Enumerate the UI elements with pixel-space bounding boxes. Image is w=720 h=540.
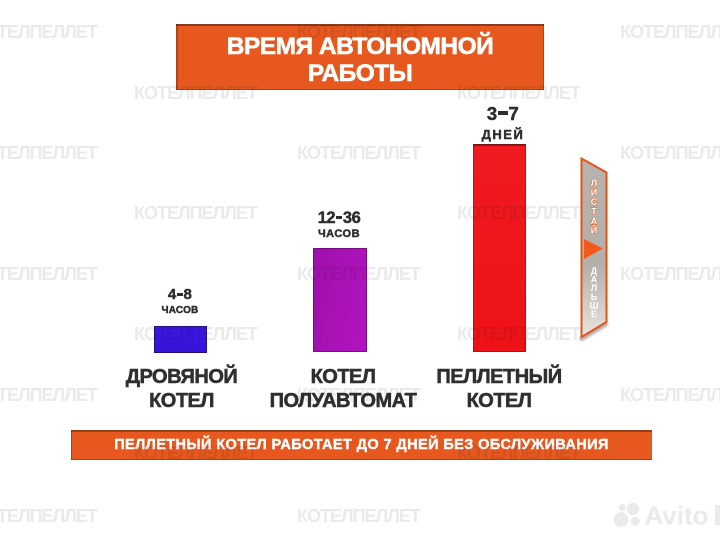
svg-text:С: С [591,197,598,207]
svg-text:Л: Л [591,283,597,293]
svg-text:Avito: Avito [645,501,709,531]
svg-text:Ш: Ш [589,300,598,310]
svg-text:Е: Е [591,309,597,319]
svg-text:Й: Й [591,225,597,236]
svg-text:Д: Д [591,266,598,276]
svg-text:И: И [591,188,597,198]
svg-text:А: А [591,216,598,226]
svg-text:Т: Т [591,207,597,217]
svg-text:А: А [591,275,598,285]
svg-text:Л: Л [591,178,597,188]
svg-text:Ь: Ь [591,292,598,302]
